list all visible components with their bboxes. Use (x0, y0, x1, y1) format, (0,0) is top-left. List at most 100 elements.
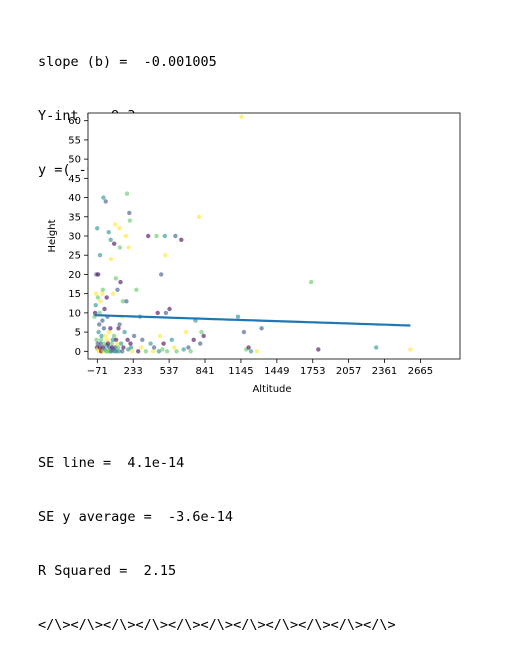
data-point (115, 287, 120, 292)
x-tick-label: 537 (160, 366, 179, 377)
data-point (140, 337, 145, 342)
data-point (130, 349, 135, 354)
regression-line (94, 314, 411, 327)
data-point (104, 295, 109, 300)
data-point (173, 233, 178, 239)
data-point (103, 199, 108, 204)
scatter-chart: −71 233 537 841 1145 1449 1753 2057 2361 2665 0 5 1… (47, 112, 461, 395)
data-point (146, 233, 151, 239)
x-tick-label: −71 (87, 366, 108, 377)
data-point (174, 349, 179, 354)
data-point (162, 233, 167, 239)
data-point (102, 333, 108, 339)
data-point (183, 329, 189, 335)
separator-line: </\></\></\></\></\></\></\></\></\></\>… (38, 617, 396, 633)
data-point (198, 341, 203, 346)
data-point (120, 349, 125, 354)
data-point (157, 333, 163, 339)
data-point (254, 349, 260, 354)
data-point (163, 253, 168, 258)
data-point (99, 333, 104, 339)
data-point (161, 341, 166, 346)
data-point (117, 245, 123, 250)
x-tick-label: 841 (195, 366, 214, 377)
data-point (96, 329, 101, 335)
data-point (98, 337, 104, 342)
y-tick-label: 60 (68, 116, 81, 127)
data-point (95, 341, 100, 346)
data-point (199, 329, 204, 335)
y-tick-label: 20 (68, 270, 81, 281)
y-tick-label: 40 (68, 193, 81, 204)
data-point (172, 345, 177, 350)
data-point (102, 306, 107, 312)
data-point (163, 310, 169, 316)
data-point (105, 341, 111, 346)
data-point (127, 210, 132, 216)
points-layer (92, 114, 413, 354)
data-point (201, 333, 206, 339)
y-tick-label: 10 (68, 308, 81, 319)
data-point (125, 337, 130, 342)
data-point (186, 345, 191, 350)
data-point (98, 341, 104, 346)
data-point (104, 337, 110, 342)
data-point (100, 287, 106, 292)
data-point (316, 347, 321, 352)
x-tick-label: 233 (124, 366, 143, 377)
data-point (117, 226, 122, 231)
data-point (143, 349, 149, 354)
data-point (108, 256, 114, 262)
data-point (114, 341, 120, 346)
data-point (160, 347, 165, 352)
data-point (134, 287, 139, 292)
data-point (97, 322, 102, 327)
y-tick-label: 25 (68, 251, 81, 262)
data-point (241, 329, 247, 335)
data-point (121, 345, 126, 350)
data-point (167, 306, 172, 312)
data-point (150, 349, 156, 354)
y-tick-label: 35 (68, 212, 81, 223)
data-point (124, 299, 129, 304)
y-tick-label: 55 (68, 135, 81, 146)
y-tick-label: 15 (68, 289, 81, 300)
y-tick-label: 5 (75, 328, 81, 339)
data-point (118, 341, 124, 346)
data-point (155, 310, 160, 316)
data-point (116, 326, 121, 331)
y-tick-label: 50 (68, 155, 81, 166)
data-point (117, 322, 122, 327)
data-point (108, 237, 113, 242)
data-point (179, 237, 184, 242)
data-point (128, 345, 134, 350)
data-point (151, 345, 157, 350)
data-point (120, 299, 126, 304)
se-line-line: SE line = 4.1e-14 (38, 455, 185, 471)
data-point (113, 222, 118, 227)
data-point (164, 349, 170, 354)
data-point (108, 326, 113, 331)
slope-line: slope (b) = -0.001005 (38, 54, 217, 70)
y-tick-label: 0 (75, 347, 81, 358)
data-point (123, 233, 128, 239)
data-point (112, 241, 117, 246)
data-point (148, 341, 153, 346)
data-point (101, 195, 106, 200)
data-point (124, 191, 130, 196)
data-point (156, 349, 162, 354)
y-axis-ticks: 0 5 10 15 20 25 30 35 40 45 50 55 60 (68, 116, 88, 358)
data-point (126, 245, 131, 250)
data-point (196, 214, 202, 219)
data-point (248, 349, 254, 354)
data-point (106, 230, 111, 235)
data-point (136, 349, 141, 354)
data-point (181, 347, 186, 352)
data-point (374, 345, 379, 350)
data-point (92, 310, 98, 316)
data-point (95, 295, 101, 300)
data-point (101, 326, 107, 331)
data-point (97, 253, 103, 258)
data-point (138, 345, 144, 350)
console-output-bottom: SE line = 4.1e-14 SE y average = -3.6e-1… (38, 418, 396, 652)
